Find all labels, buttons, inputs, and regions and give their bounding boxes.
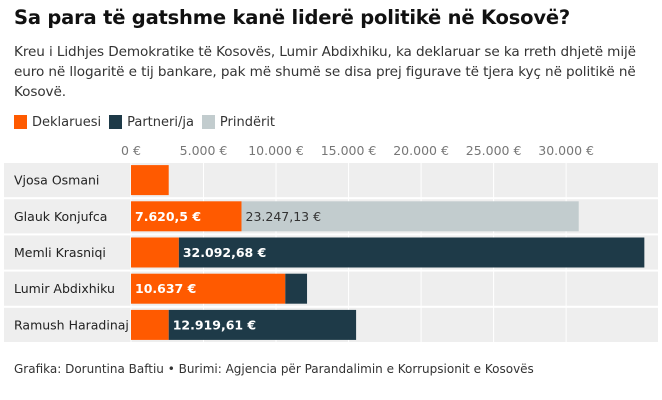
category-label: Vjosa Osmani xyxy=(14,173,99,188)
bar-segment xyxy=(168,309,357,340)
chart-footer: Grafika: Doruntina Baftiu • Burimi: Agje… xyxy=(14,362,534,376)
data-label: 7.620,5 € xyxy=(135,209,201,224)
row-background xyxy=(4,271,658,306)
legend-label-deklaruesi: Deklaruesi xyxy=(32,114,102,130)
category-label: Glauk Konjufca xyxy=(14,209,107,224)
category-label: Ramush Haradinaj xyxy=(14,317,129,332)
x-tick-label: 5.000 € xyxy=(180,143,228,158)
bar-segment xyxy=(241,201,579,232)
x-tick-label: 30.000 € xyxy=(538,143,594,158)
bar-segment xyxy=(131,273,286,304)
legend-swatch-prinderit xyxy=(201,115,215,129)
x-tick-label: 10.000 € xyxy=(248,143,304,158)
x-tick-label: 20.000 € xyxy=(393,143,449,158)
x-tick-label: 15.000 € xyxy=(321,143,377,158)
data-label: 12.919,61 € xyxy=(173,317,256,332)
x-tick-label: 0 € xyxy=(121,143,141,158)
bar-segment xyxy=(178,237,645,268)
bar-segment xyxy=(131,165,169,196)
bar-segment xyxy=(131,201,242,232)
legend-item-deklaruesi: Deklaruesi xyxy=(14,115,101,130)
data-label: 32.092,68 € xyxy=(183,245,266,260)
category-label: Lumir Abdixhiku xyxy=(14,281,115,296)
x-tick-label: 25.000 € xyxy=(466,143,522,158)
chart-subtitle: Kreu i Lidhjes Demokratike të Kosovës, L… xyxy=(14,44,636,100)
data-label: 10.637 € xyxy=(135,281,196,296)
legend-item-partneri: Partneri/ja xyxy=(109,115,194,130)
bar-segment xyxy=(285,273,308,304)
legend-swatch-partneri xyxy=(109,115,123,129)
category-label: Memli Krasniqi xyxy=(14,245,106,260)
data-label: 23.247,13 € xyxy=(246,209,322,224)
legend-swatch-deklaruesi xyxy=(14,115,27,129)
legend-label-partneri: Partneri/ja xyxy=(127,114,194,130)
chart-title: Sa para të gatshme kanë liderë politikë … xyxy=(14,6,570,29)
legend-label-prinderit: Prindërit xyxy=(219,114,276,130)
legend: Deklaruesi Partneri/ja Prindërit xyxy=(14,113,283,131)
legend-item-prinderit: Prindërit xyxy=(201,114,276,130)
bar-segment xyxy=(131,237,179,268)
row-background xyxy=(4,163,658,198)
bar-segment xyxy=(131,309,169,340)
stacked-bar-chart: 0 € 5.000 € 10.000 € 15.000 € 20.000 € 25.000… xyxy=(4,143,658,343)
